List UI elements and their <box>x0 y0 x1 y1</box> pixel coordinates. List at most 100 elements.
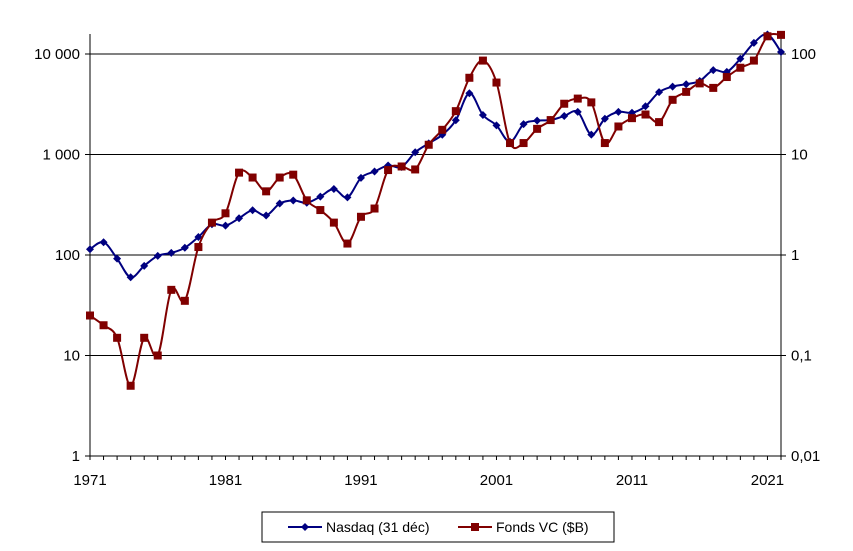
data-point <box>655 118 664 127</box>
series-layer <box>86 30 785 390</box>
legend-label: Nasdaq (31 déc) <box>326 519 430 535</box>
data-point <box>86 311 94 320</box>
gridlines <box>90 53 781 356</box>
series-line <box>89 33 782 279</box>
data-point <box>221 221 230 230</box>
data-point <box>329 218 338 227</box>
data-point <box>153 251 162 260</box>
data-point <box>289 170 298 179</box>
data-point <box>248 173 257 182</box>
data-point <box>478 111 487 120</box>
legend-marker <box>471 523 479 531</box>
data-point <box>289 196 298 205</box>
data-point <box>709 83 718 92</box>
data-point <box>600 139 609 148</box>
data-point <box>113 254 122 263</box>
series-1 <box>86 30 785 282</box>
data-point <box>777 30 785 39</box>
data-point <box>668 95 677 104</box>
data-point <box>573 94 582 103</box>
data-point <box>370 167 379 176</box>
data-point <box>465 73 474 82</box>
data-point <box>180 243 189 252</box>
data-point <box>682 80 691 89</box>
data-point <box>682 87 691 96</box>
data-point <box>451 116 460 125</box>
data-point <box>519 120 528 129</box>
data-point <box>722 73 731 82</box>
data-point <box>533 116 542 125</box>
data-point <box>356 173 365 182</box>
data-point <box>140 333 149 342</box>
data-point <box>411 165 420 174</box>
legend-marker <box>301 523 309 531</box>
data-point <box>736 63 745 72</box>
x-tick-label: 2001 <box>480 472 513 489</box>
series-2 <box>86 30 785 390</box>
data-point <box>194 233 203 242</box>
data-point <box>316 192 325 201</box>
data-point <box>492 78 501 87</box>
data-point <box>194 243 203 252</box>
y-right-tick-labels: 0,01 0,1 1 10 100 <box>791 46 820 465</box>
y-right-tick-label: 1 <box>791 247 799 264</box>
y-left-tick-labels: 1 10 100 1 000 10 000 <box>34 46 80 465</box>
data-point <box>777 48 785 57</box>
data-point <box>275 173 284 182</box>
data-point <box>302 196 311 205</box>
data-point <box>167 285 176 294</box>
data-point <box>641 102 650 111</box>
y-right-tick-label: 10 <box>791 147 808 164</box>
data-point <box>478 56 487 65</box>
legend-label: Fonds VC ($B) <box>496 519 589 535</box>
data-point <box>587 130 596 139</box>
data-point <box>180 296 189 305</box>
x-tick-label: 2021 <box>751 472 784 489</box>
data-point <box>397 162 406 171</box>
x-tick-label: 1991 <box>344 472 377 489</box>
data-point <box>492 121 501 130</box>
data-point <box>614 122 623 131</box>
data-point <box>167 248 176 257</box>
data-point <box>560 99 569 108</box>
data-point <box>221 209 230 218</box>
data-point <box>275 199 284 208</box>
data-point <box>533 124 542 133</box>
legend: Nasdaq (31 déc) Fonds VC ($B) <box>261 511 615 543</box>
legend-entry: Fonds VC ($B) <box>458 519 589 535</box>
data-point <box>235 214 244 223</box>
data-point <box>235 168 244 177</box>
data-point <box>749 56 758 65</box>
series-line <box>89 32 782 387</box>
data-point <box>546 116 555 125</box>
data-point <box>424 140 433 149</box>
axes <box>85 34 786 460</box>
data-point <box>695 79 704 88</box>
y-right-tick-label: 0,1 <box>791 348 812 365</box>
data-point <box>316 206 325 215</box>
y-right-tick-label: 100 <box>791 46 816 63</box>
data-point <box>343 193 352 202</box>
data-point <box>749 38 758 47</box>
data-point <box>86 245 94 254</box>
data-point <box>736 54 745 63</box>
data-point <box>113 333 122 342</box>
data-point <box>519 139 528 148</box>
data-point <box>140 261 149 270</box>
y-right-tick-label: 0,01 <box>791 448 820 465</box>
data-point <box>573 107 582 116</box>
y-left-tick-label: 10 000 <box>34 46 80 63</box>
data-point <box>709 66 718 75</box>
x-tick-label: 1981 <box>209 472 242 489</box>
data-point <box>370 204 379 213</box>
data-point <box>668 82 677 91</box>
x-tick-label: 1971 <box>73 472 106 489</box>
data-point <box>465 89 474 98</box>
data-point <box>126 273 135 282</box>
data-point <box>655 88 664 97</box>
legend-entry: Nasdaq (31 déc) <box>288 519 430 535</box>
data-point <box>262 211 271 220</box>
data-point <box>506 139 515 148</box>
y-left-tick-label: 1 000 <box>42 147 80 164</box>
